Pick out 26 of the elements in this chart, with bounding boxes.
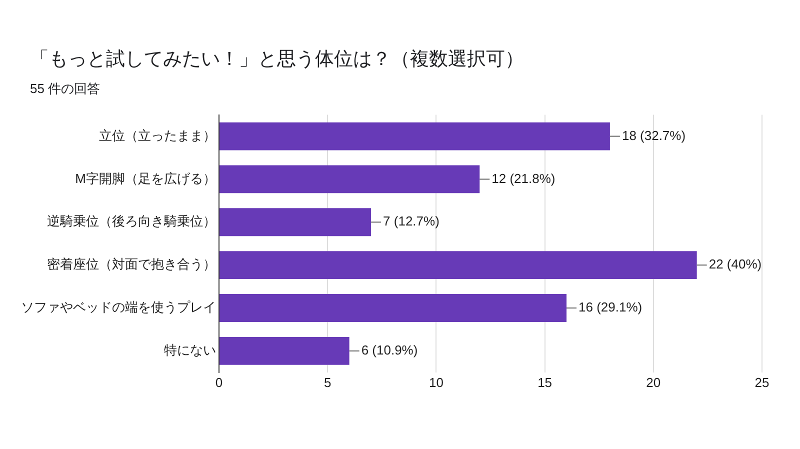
x-tick-label: 0 [215,374,223,390]
x-tick-label: 10 [428,374,444,390]
data-label: 16 (29.1%) [578,300,642,315]
bar [220,165,480,194]
x-tick-label: 15 [538,374,552,390]
chart-title: 「もっと試してみたい！」と思う体位は？（複数選択可） [29,48,525,72]
data-label: 18 (32.7%) [622,128,686,143]
y-tick-label: 逆騎乗位（後ろ向き騎乗位） [47,214,216,229]
text: 55 件の回答 [29,80,102,98]
bar [220,208,372,236]
x-tick-label: 5 [324,374,332,390]
x-tick-label: 20 [646,374,661,390]
x-tick-label: 25 [754,374,770,390]
data-label: 6 (10.9%) [361,342,418,358]
y-tick-label: 立位（立ったまま） [99,128,216,143]
y-tick-label: 密着座位（対面で抱き合う） [47,256,216,272]
data-label: 22 (40%) [708,256,762,272]
bar [220,294,567,322]
data-label: 12 (21.8%) [492,170,556,186]
bar [220,122,610,150]
y-tick-label: 特にない [164,342,216,358]
bar [220,251,697,280]
data-label: 7 (12.7%) [383,214,440,229]
y-tick-label: ソファやベッドの端を使うプレイ [21,300,216,315]
y-tick-label: M字開脚（足を広げる） [75,170,216,186]
bar [220,336,350,365]
